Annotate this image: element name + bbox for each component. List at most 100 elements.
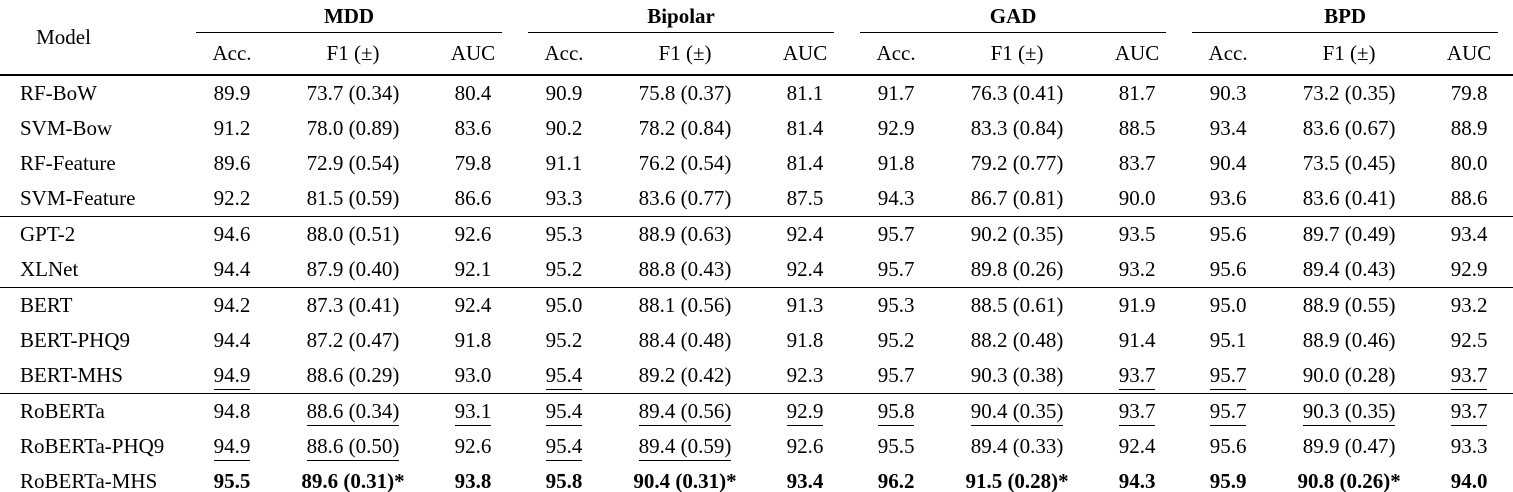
metric-value: 76.2 (0.54) xyxy=(638,151,732,175)
col-header-acc: Acc. xyxy=(518,36,611,76)
metric-cell: 92.4 xyxy=(760,217,850,253)
metric-cell: 91.8 xyxy=(850,146,942,181)
metric-value: 88.5 (0.61) xyxy=(970,293,1064,317)
metric-value: 92.9 xyxy=(1450,257,1488,281)
metric-value: 93.4 xyxy=(786,469,824,492)
metric-value: 95.6 xyxy=(1209,222,1247,246)
metric-value: 89.6 (0.31)* xyxy=(301,469,405,492)
metric-value: 92.1 xyxy=(454,257,492,281)
metric-value: 88.6 (0.34) xyxy=(306,399,400,426)
model-name: RF-Feature xyxy=(20,151,116,175)
metric-value: 93.5 xyxy=(1118,222,1156,246)
metric-cell: 95.4 xyxy=(518,429,610,464)
metric-value: 95.2 xyxy=(545,328,583,352)
metric-value: 80.0 xyxy=(1450,151,1488,175)
metric-cell: 89.4 (0.33) xyxy=(942,429,1092,464)
metric-value: 92.9 xyxy=(877,116,915,140)
metric-cell: 87.3 (0.41) xyxy=(278,288,428,324)
metric-cell: 89.4 (0.59) xyxy=(610,429,760,464)
model-name: RoBERTa xyxy=(20,399,105,423)
metric-cell: 91.3 xyxy=(760,288,850,324)
metric-cell: 92.6 xyxy=(428,429,518,464)
metric-cell: 95.5 xyxy=(850,429,942,464)
metric-cell: 93.2 xyxy=(1092,252,1183,288)
metric-cell: 94.3 xyxy=(1092,464,1183,492)
metric-cell: 83.6 (0.41) xyxy=(1274,181,1425,217)
metric-value: 88.0 (0.51) xyxy=(306,222,400,246)
metric-value: 95.3 xyxy=(877,293,915,317)
metric-value: 79.8 xyxy=(454,151,492,175)
metric-value: 93.0 xyxy=(454,363,492,387)
model-name: GPT-2 xyxy=(20,222,76,246)
metric-cell: 88.1 (0.56) xyxy=(610,288,760,324)
metric-value: 95.2 xyxy=(877,328,915,352)
metric-cell: 92.6 xyxy=(428,217,518,253)
model-name: RoBERTa-PHQ9 xyxy=(20,434,165,458)
metric-cell: 95.7 xyxy=(1182,394,1274,430)
table-row: RoBERTa-MHS 95.5 89.6 (0.31)* 93.8 95.8 90.4 … xyxy=(0,464,1513,492)
table-row: XLNet 94.4 87.9 (0.40) 92.1 95.2 88.8 (0.43) 9… xyxy=(0,252,1513,288)
metric-value: 78.0 (0.89) xyxy=(306,116,400,140)
metric-cell: 93.3 xyxy=(1424,429,1513,464)
metric-cell: 72.9 (0.54) xyxy=(278,146,428,181)
metric-cell: 88.9 (0.55) xyxy=(1274,288,1424,324)
metric-cell: 93.7 xyxy=(1092,394,1182,430)
metric-cell: 88.8 (0.43) xyxy=(610,252,761,288)
metric-value: 95.0 xyxy=(1209,293,1247,317)
metric-value: 95.7 xyxy=(877,222,915,246)
table-row: GPT-2 94.6 88.0 (0.51) 92.6 95.3 88.9 (0.63) 9… xyxy=(0,217,1513,253)
metric-value: 91.1 xyxy=(545,151,583,175)
metric-cell: 86.7 (0.81) xyxy=(942,181,1093,217)
metric-value: 91.8 xyxy=(786,328,824,352)
metric-value: 88.5 xyxy=(1118,116,1156,140)
metric-value: 80.4 xyxy=(454,81,492,105)
metric-header-row: Acc. F1 (±) AUC Acc. F1 (±) AUC Acc. F1 … xyxy=(0,36,1513,76)
metric-value: 95.1 xyxy=(1209,328,1247,352)
metric-value: 93.4 xyxy=(1209,116,1247,140)
metric-value: 88.8 (0.43) xyxy=(638,257,732,281)
metric-value: 91.5 (0.28)* xyxy=(965,469,1069,492)
metric-value: 91.7 xyxy=(877,81,915,105)
metric-cell: 90.2 xyxy=(518,111,610,146)
metric-value: 92.5 xyxy=(1450,328,1488,352)
metric-value: 93.7 xyxy=(1118,363,1156,390)
metric-value: 95.7 xyxy=(877,257,915,281)
metric-cell: 95.9 xyxy=(1182,464,1275,492)
metric-value: 94.4 xyxy=(213,328,251,352)
metric-cell: 93.6 xyxy=(1182,181,1275,217)
metric-value: 92.4 xyxy=(786,222,824,246)
metric-cell: 92.6 xyxy=(760,429,850,464)
metric-cell: 87.5 xyxy=(760,181,851,217)
table-row: RoBERTa-PHQ9 94.9 88.6 (0.50) 92.6 95.4 89.4 … xyxy=(0,429,1513,464)
metric-value: 89.9 xyxy=(213,81,251,105)
group-header-gad: GAD xyxy=(850,0,1182,36)
table-row: RF-BoW 89.9 73.7 (0.34) 80.4 90.9 75.8 (0.37)… xyxy=(0,75,1513,111)
metric-cell: 91.9 xyxy=(1092,288,1182,324)
metric-cell: 91.8 xyxy=(428,323,518,358)
metric-value: 72.9 (0.54) xyxy=(306,151,400,175)
metric-value: 87.2 (0.47) xyxy=(306,328,400,352)
metric-cell: 83.6 (0.67) xyxy=(1274,111,1424,146)
metric-value: 93.4 xyxy=(1450,222,1488,246)
metric-cell: 75.8 (0.37) xyxy=(610,75,760,111)
metric-cell: 93.4 xyxy=(760,464,851,492)
metric-value: 89.4 (0.43) xyxy=(1302,257,1396,281)
model-name: BERT xyxy=(20,293,73,317)
metric-cell: 88.9 (0.46) xyxy=(1274,323,1424,358)
metric-cell: 88.6 (0.34) xyxy=(278,394,428,430)
model-name: BERT-PHQ9 xyxy=(20,328,130,352)
metric-cell: 81.7 xyxy=(1092,75,1182,111)
metric-value: 86.7 (0.81) xyxy=(970,186,1064,210)
metric-value: 89.6 xyxy=(213,151,251,175)
metric-value: 93.1 xyxy=(454,399,492,426)
metric-cell: 80.4 xyxy=(428,75,518,111)
metric-cell: 95.2 xyxy=(850,323,942,358)
metric-value: 89.4 (0.56) xyxy=(638,399,732,426)
metric-cell: 95.8 xyxy=(850,394,942,430)
metric-value: 93.7 xyxy=(1450,399,1488,426)
table-header: Model MDD Bipolar GAD BPD Acc. F1 (±) AU… xyxy=(0,0,1513,76)
metric-cell: 95.3 xyxy=(518,217,610,253)
metric-cell: 95.7 xyxy=(850,358,943,394)
metric-cell: 93.8 xyxy=(428,464,519,492)
metric-cell: 95.7 xyxy=(850,252,943,288)
